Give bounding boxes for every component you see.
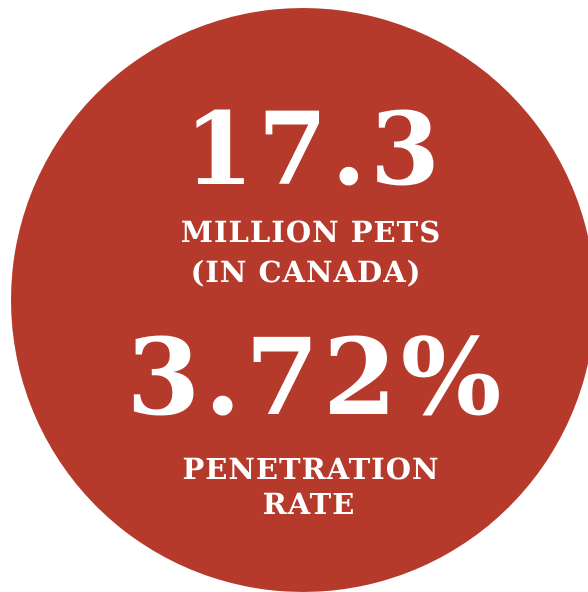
stat-label: PENETRATION [182,452,439,486]
stat-label: MILLION PETS [181,215,441,249]
stat-label: (IN CANADA) [191,255,422,289]
stat-value: 3.72% [127,314,506,439]
badge-circle [11,8,588,592]
stat-label: RATE [263,487,356,521]
stat-value: 17.3 [184,90,444,208]
